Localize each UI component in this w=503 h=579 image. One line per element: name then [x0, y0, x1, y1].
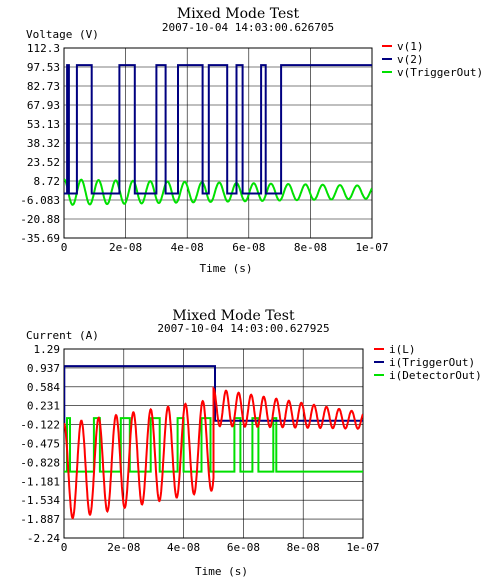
x-axis-label: Time (s)	[200, 262, 253, 275]
x-tick-label: 2e-08	[107, 541, 140, 554]
y-tick-label: 1.29	[34, 343, 61, 356]
legend-entry: i(TriggerOut)	[389, 356, 475, 369]
legend-entry: i(L)	[389, 343, 416, 356]
y-tick-label: -0.828	[20, 456, 60, 469]
x-tick-label: 6e-08	[232, 241, 265, 254]
y-tick-label: 0.584	[27, 381, 60, 394]
y-tick-label: 53.13	[27, 118, 60, 131]
x-tick-label: 4e-08	[167, 541, 200, 554]
y-tick-label: -35.69	[20, 232, 60, 245]
x-tick-label: 1e-07	[346, 541, 379, 554]
series-line-v-2	[64, 64, 372, 195]
y-axis-label: Voltage (V)	[26, 28, 99, 41]
y-tick-label: -1.887	[20, 513, 60, 526]
x-tick-label: 2e-08	[109, 241, 142, 254]
series-line-v-triggerout	[64, 178, 372, 206]
y-tick-label: 23.52	[27, 156, 60, 169]
chart-title: Mixed Mode Test	[172, 308, 295, 324]
legend-entry: v(TriggerOut)	[397, 66, 483, 79]
chart-subtitle: 2007-10-04 14:03:00.627925	[157, 322, 329, 335]
x-tick-label: 8e-08	[287, 541, 320, 554]
y-tick-label: 38.32	[27, 137, 60, 150]
y-tick-label: -0.475	[20, 438, 60, 451]
legend-entry: i(DetectorOut)	[389, 369, 482, 382]
y-tick-label: 82.73	[27, 80, 60, 93]
x-tick-label: 8e-08	[294, 241, 327, 254]
legend-entry: v(1)	[397, 40, 424, 53]
x-axis-label: Time (s)	[195, 565, 248, 578]
y-tick-label: -1.181	[20, 475, 60, 488]
chart-subtitle: 2007-10-04 14:03:00.626705	[162, 21, 334, 34]
y-tick-label: 0.231	[27, 400, 60, 413]
series-line-i-l	[64, 386, 363, 520]
y-axis-label: Current (A)	[26, 329, 99, 342]
chart-title: Mixed Mode Test	[177, 6, 300, 22]
x-tick-label: 0	[61, 241, 68, 254]
series-line-i-detectorout	[64, 417, 363, 473]
y-tick-label: -0.122	[20, 419, 60, 432]
legend-entry: v(2)	[397, 53, 424, 66]
x-tick-label: 6e-08	[227, 541, 260, 554]
y-tick-label: -20.88	[20, 213, 60, 226]
x-tick-label: 0	[61, 541, 68, 554]
y-tick-label: 112.3	[27, 42, 60, 55]
y-tick-label: -1.534	[20, 494, 60, 507]
y-tick-label: 97.53	[27, 61, 60, 74]
x-tick-label: 4e-08	[171, 241, 204, 254]
x-tick-label: 1e-07	[355, 241, 388, 254]
y-tick-label: 67.93	[27, 99, 60, 112]
y-tick-label: -6.083	[20, 194, 60, 207]
y-tick-label: -2.24	[27, 532, 60, 545]
y-tick-label: 0.937	[27, 362, 60, 375]
y-tick-label: 8.72	[34, 175, 61, 188]
